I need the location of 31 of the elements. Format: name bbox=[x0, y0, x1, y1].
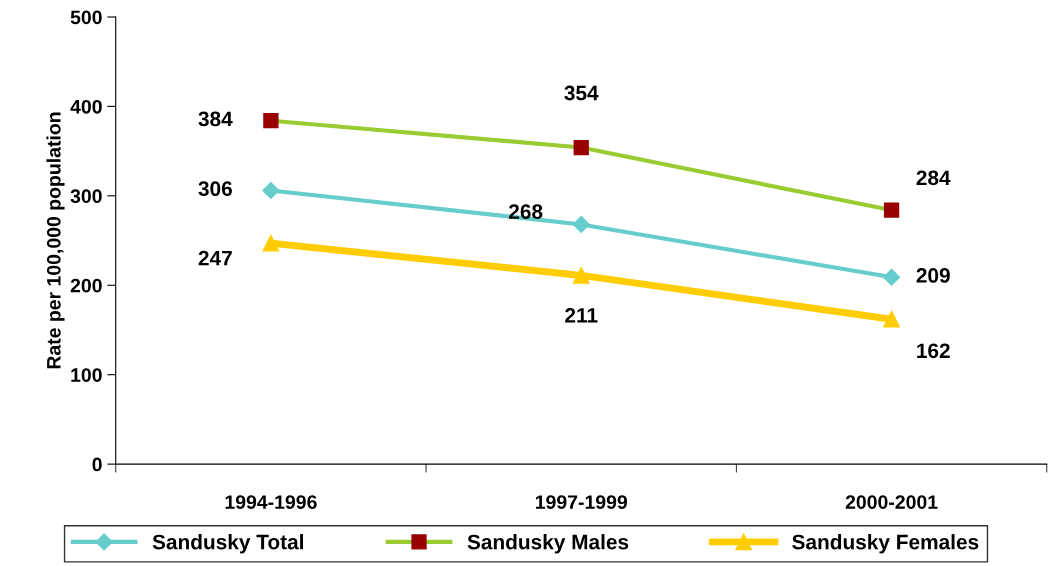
x-tick-label: 1994-1996 bbox=[225, 495, 317, 509]
data-label: 162 bbox=[917, 343, 950, 359]
legend-label: Sandusky Males bbox=[467, 534, 629, 554]
point bbox=[572, 215, 590, 234]
legend-label: Sandusky Females bbox=[792, 534, 979, 554]
point bbox=[572, 267, 590, 284]
data-label: 211 bbox=[565, 307, 598, 323]
data-label: 306 bbox=[198, 181, 232, 197]
point bbox=[573, 139, 589, 156]
data-label: 284 bbox=[916, 170, 951, 186]
y-tick-label: 500 bbox=[70, 10, 102, 25]
point bbox=[883, 310, 900, 328]
y-tick-label: 200 bbox=[70, 278, 102, 293]
legend-label: Sandusky Total bbox=[152, 534, 303, 554]
point bbox=[883, 202, 900, 218]
y-axis-title: Rate per 100,000 population bbox=[46, 112, 65, 369]
x-tick-label: 2000-2001 bbox=[845, 495, 938, 509]
data-label: 384 bbox=[198, 111, 233, 127]
data-label: 268 bbox=[509, 204, 543, 219]
point bbox=[262, 181, 280, 200]
data-label: 354 bbox=[564, 85, 599, 101]
data-label: 247 bbox=[198, 250, 232, 266]
point bbox=[262, 234, 280, 252]
y-tick-label: 100 bbox=[71, 368, 102, 382]
x-tick-label: 1997-1999 bbox=[535, 495, 628, 509]
y-tick-label: 400 bbox=[70, 99, 102, 114]
y-tick-label: 0 bbox=[92, 457, 102, 472]
point bbox=[883, 268, 901, 286]
point bbox=[263, 113, 279, 129]
data-label: 209 bbox=[916, 268, 950, 283]
y-tick-label: 300 bbox=[70, 189, 102, 204]
